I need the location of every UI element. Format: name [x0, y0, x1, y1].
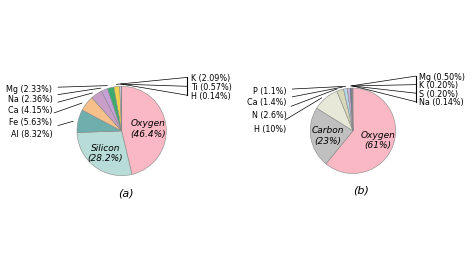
Text: P (1.1%): P (1.1%): [253, 86, 346, 95]
Title: (b): (b): [354, 185, 369, 195]
Text: Ca (4.15%): Ca (4.15%): [8, 94, 92, 115]
Wedge shape: [108, 88, 122, 132]
Text: H (10%): H (10%): [255, 99, 322, 134]
Text: Silicon
(28.2%): Silicon (28.2%): [88, 143, 123, 162]
Title: (a): (a): [118, 188, 134, 198]
Text: Ca (1.4%): Ca (1.4%): [247, 88, 342, 107]
Text: K (0.20%): K (0.20%): [419, 81, 458, 90]
Text: Na (0.14%): Na (0.14%): [419, 98, 464, 107]
Wedge shape: [317, 92, 353, 131]
Text: Al (8.32%): Al (8.32%): [11, 122, 73, 138]
Wedge shape: [337, 90, 353, 131]
Wedge shape: [326, 89, 396, 174]
Wedge shape: [347, 89, 353, 131]
Text: Oxygen
(46.4%): Oxygen (46.4%): [130, 119, 166, 138]
Wedge shape: [114, 87, 122, 132]
Text: Oxygen
(61%): Oxygen (61%): [360, 131, 395, 150]
Text: Mg (0.50%): Mg (0.50%): [419, 72, 465, 81]
Wedge shape: [310, 109, 353, 164]
Wedge shape: [352, 89, 353, 131]
Wedge shape: [77, 110, 122, 133]
Wedge shape: [119, 87, 122, 132]
Wedge shape: [77, 132, 132, 176]
Wedge shape: [122, 87, 166, 175]
Wedge shape: [92, 92, 122, 132]
Text: Mg (2.33%): Mg (2.33%): [7, 84, 107, 93]
Wedge shape: [352, 89, 353, 131]
Wedge shape: [350, 89, 353, 131]
Text: Na (2.36%): Na (2.36%): [8, 89, 101, 104]
Text: Fe (5.63%): Fe (5.63%): [9, 104, 82, 126]
Wedge shape: [101, 89, 122, 132]
Text: Carbon
(23%): Carbon (23%): [311, 126, 344, 145]
Text: N (2.6%): N (2.6%): [252, 90, 337, 120]
Wedge shape: [82, 98, 122, 132]
Wedge shape: [344, 89, 353, 131]
Text: K (2.09%): K (2.09%): [191, 74, 230, 83]
Text: Ti (0.57%): Ti (0.57%): [191, 83, 232, 91]
Text: S (0.20%): S (0.20%): [419, 89, 458, 98]
Text: H (0.14%): H (0.14%): [191, 91, 231, 100]
